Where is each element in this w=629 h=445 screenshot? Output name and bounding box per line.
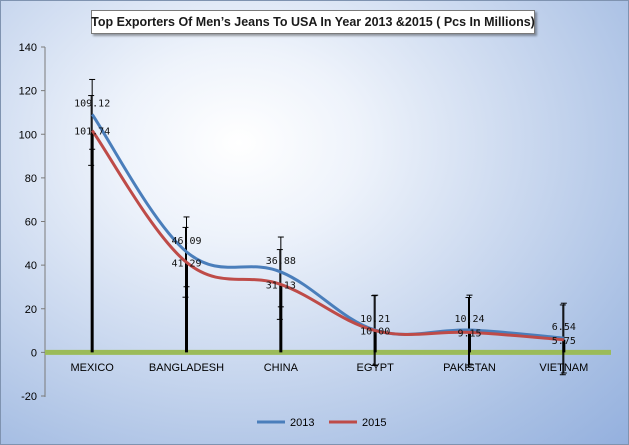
data-label: 31.13 [266, 280, 296, 291]
series-line-2013 [90, 113, 564, 340]
data-label: 46.09 [171, 236, 201, 247]
data-label: 5.75 [552, 336, 576, 347]
x-axis-categories: MEXICO BANGLADESH CHINA EGYPT PAKISTAN VIETNA… [70, 362, 588, 374]
data-label: 101.74 [74, 126, 110, 137]
y-tick-label: 0 [31, 347, 37, 359]
data-label: 109.12 [74, 98, 110, 109]
data-label: 10.00 [360, 327, 390, 338]
legend: 2013 2015 [257, 417, 386, 429]
y-tick-label: 40 [25, 260, 37, 272]
y-axis-ticks: 140 120 100 80 60 40 20 0 -20 [19, 42, 45, 403]
x-category-label: VIETNAM [539, 362, 588, 374]
data-label: 36.88 [266, 256, 296, 267]
y-tick-label: 100 [19, 129, 37, 141]
x-category-label: CHINA [264, 362, 299, 374]
y-tick-label: 80 [25, 173, 37, 185]
data-label: 6.54 [552, 322, 576, 333]
series-lines [90, 113, 564, 342]
data-labels: 109.12 46.09 36.88 10.21 10.24 6.54 101.74 41.2… [74, 98, 576, 346]
legend-label: 2013 [290, 417, 314, 429]
x-category-label: MEXICO [70, 362, 114, 374]
chart-title: Top Exporters Of Men’s Jeans To USA In Y… [91, 10, 535, 34]
data-label: 9.15 [457, 328, 481, 339]
y-tick-label: -20 [21, 391, 37, 403]
data-label: 10.24 [454, 314, 484, 325]
y-tick-label: 60 [25, 217, 37, 229]
y-tick-label: 120 [19, 86, 37, 98]
y-tick-label: 20 [25, 304, 37, 316]
y-tick-label: 140 [19, 42, 37, 54]
data-label: 10.21 [360, 314, 390, 325]
x-category-label: BANGLADESH [149, 362, 224, 374]
x-category-label: PAKISTAN [443, 362, 496, 374]
series-line-2015 [90, 129, 564, 342]
data-label: 41.29 [171, 258, 201, 269]
x-category-label: EGYPT [357, 362, 395, 374]
legend-label: 2015 [362, 417, 386, 429]
